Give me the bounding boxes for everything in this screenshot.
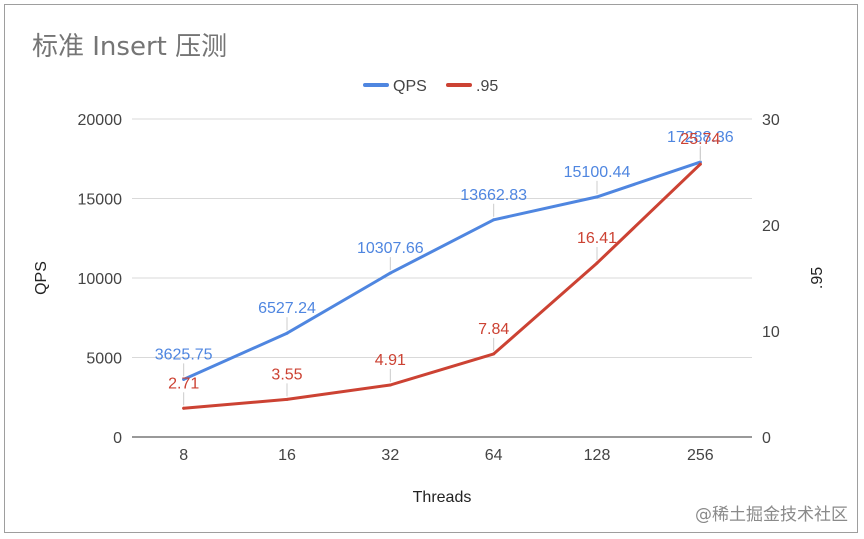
y-left-tick-label: 0 [113,430,122,447]
x-tick-label: 256 [687,447,714,464]
x-tick-label: 32 [381,447,399,464]
data-label-p95: 3.55 [271,366,302,383]
legend-label-p95: .95 [476,78,498,95]
data-label-qps: 6527.24 [258,300,316,317]
data-point-qps [595,195,599,199]
data-point-p95 [698,162,702,166]
data-label-qps: 13662.83 [460,187,527,204]
data-point-p95 [285,397,289,401]
data-point-qps [388,271,392,275]
y-right-axis-title: .95 [809,267,826,289]
data-label-p95: 2.71 [168,375,199,392]
data-label-qps: 3625.75 [155,346,213,363]
chart-title: 标准 Insert 压测 [32,32,228,62]
y-left-axis-title: QPS [33,261,50,295]
y-left-tick-label: 20000 [78,112,123,129]
data-point-qps [492,218,496,222]
data-point-p95 [595,261,599,265]
data-label-p95: 16.41 [577,230,617,247]
y-right-tick-label: 20 [762,218,780,235]
x-tick-label: 128 [584,447,611,464]
x-axis-title: Threads [413,489,472,506]
y-left-tick-label: 10000 [78,271,123,288]
watermark: @稀土掘金技术社区 [695,505,848,525]
data-label-p95: 7.84 [478,321,509,338]
series-line-p95 [182,162,702,410]
series-line-qps [182,160,702,381]
data-label-p95: 4.91 [375,352,406,369]
y-right-tick-label: 10 [762,324,780,341]
y-left-tick-label: 5000 [86,351,122,368]
x-tick-label: 8 [179,447,188,464]
data-point-qps [182,377,186,381]
chart-frame [4,4,858,533]
y-right-tick-label: 30 [762,112,780,129]
data-label-p95: 25.74 [680,131,720,148]
data-point-p95 [388,383,392,387]
data-label-qps: 17288.36 [667,129,734,146]
x-tick-label: 64 [485,447,503,464]
x-tick-label: 16 [278,447,296,464]
data-point-p95 [492,352,496,356]
data-point-p95 [182,406,186,410]
data-point-qps [285,331,289,335]
y-right-tick-label: 0 [762,430,771,447]
data-label-qps: 10307.66 [357,240,424,257]
y-left-tick-label: 15000 [78,192,123,209]
legend-label-qps: QPS [393,78,427,95]
data-label-qps: 15100.44 [564,164,631,181]
